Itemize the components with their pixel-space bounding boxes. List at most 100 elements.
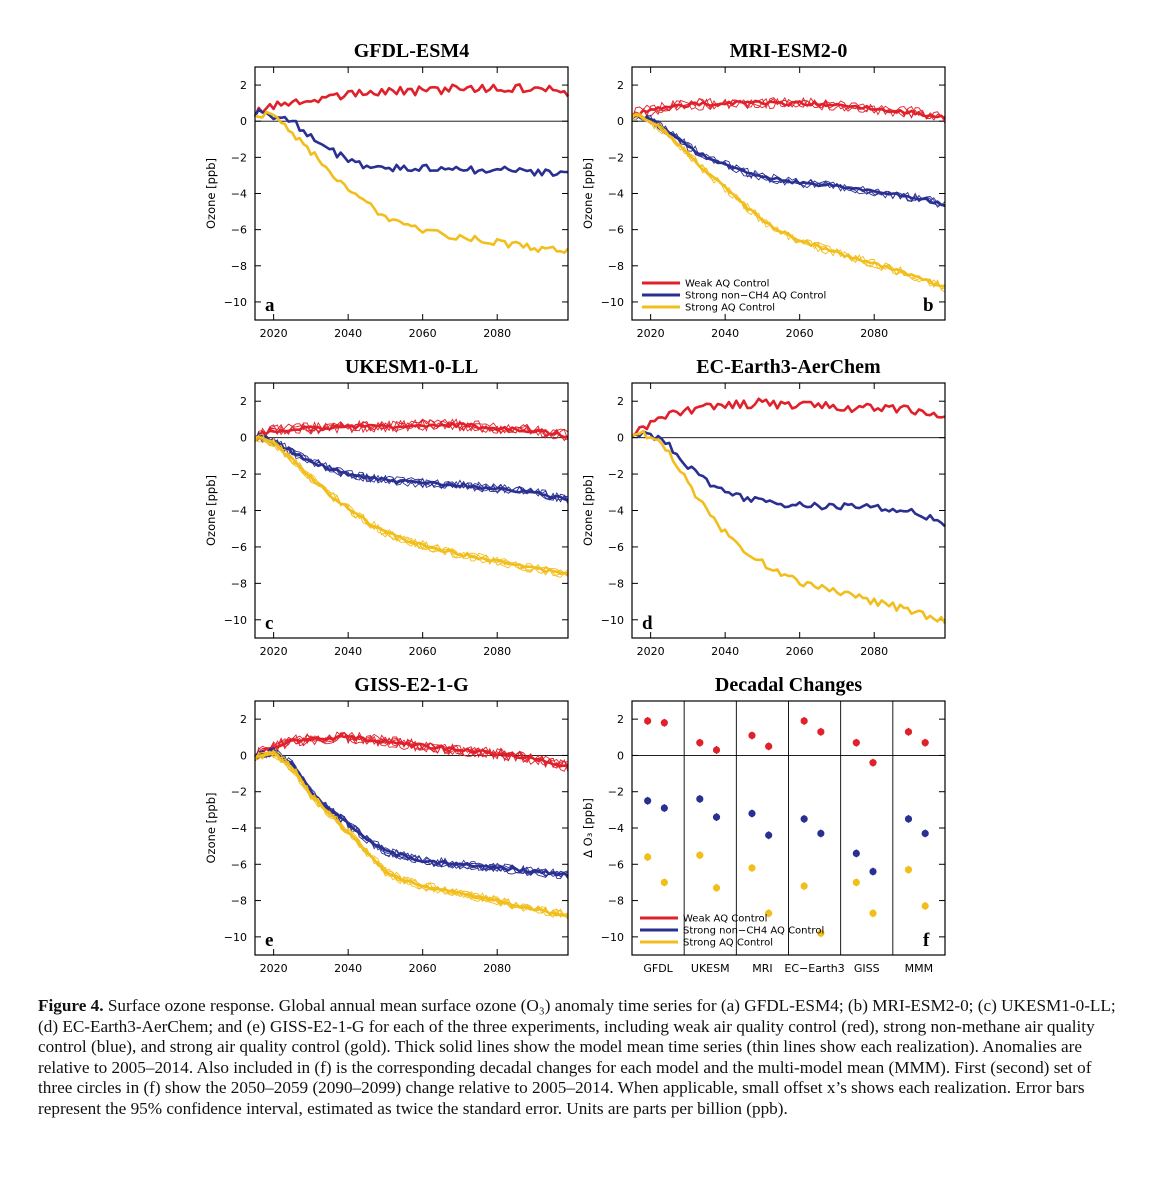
panel-letter: b (923, 295, 934, 316)
data-point-weak (869, 759, 877, 767)
series-line-realization-strong (631, 112, 946, 291)
data-point-strong_non_ch4 (712, 813, 721, 821)
data-point-strong (765, 909, 773, 917)
panel-letter: c (265, 613, 273, 634)
panel-c: UKESM1-0-LL Ozone [ppb] 2 0 −2 −4 −6 −8 −10 2020 2… (204, 356, 569, 658)
data-point-strong_non_ch4 (869, 867, 877, 876)
y-tick-label: 2 (617, 79, 624, 92)
x-tick-label: 2060 (409, 645, 437, 658)
plot-frame (254, 382, 569, 639)
y-tick-label: −6 (608, 858, 624, 871)
legend-label-strong: Strong AQ Control (683, 938, 773, 949)
y-tick-label: −8 (231, 577, 247, 590)
series-line-strong (254, 435, 569, 577)
data-point-strong (904, 866, 913, 874)
data-point-strong (696, 851, 704, 859)
x-tick-label: 2080 (483, 962, 511, 975)
x-tick-label: 2060 (786, 327, 814, 340)
data-point-strong (748, 864, 756, 872)
data-point-strong_non_ch4 (800, 815, 808, 823)
y-tick-label: 0 (240, 115, 247, 128)
y-tick-label: −6 (608, 541, 624, 554)
y-tick-label: −4 (231, 188, 247, 201)
y-tick-label: −2 (231, 468, 247, 481)
series-line-strong_non_ch4 (254, 748, 569, 877)
x-tick-label: MRI (752, 962, 772, 975)
y-tick-label: −10 (601, 614, 624, 627)
y-tick-label: 2 (240, 395, 247, 408)
panel-letter: a (265, 295, 275, 316)
data-point-weak (765, 742, 773, 750)
y-tick-label: −2 (231, 151, 247, 164)
data-point-weak (800, 717, 808, 725)
series-line-strong_non_ch4 (253, 108, 569, 177)
x-tick-label: 2020 (260, 962, 288, 975)
series-line-realization-weak (254, 731, 569, 769)
y-tick-label: −8 (608, 260, 624, 273)
panel-title: UKESM1-0-LL (345, 356, 478, 378)
data-point-weak (696, 739, 704, 747)
data-point-strong_non_ch4 (852, 849, 860, 858)
x-tick-label: 2020 (260, 327, 288, 340)
y-tick-label: −8 (608, 577, 624, 590)
y-tick-label: −2 (608, 468, 624, 481)
series-line-realization-strong_non_ch4 (631, 112, 946, 206)
series-line-realization-strong (631, 115, 946, 293)
x-tick-label: 2080 (483, 327, 511, 340)
panel-f: Decadal Changes Δ O₃ [ppb] 2 0 −2 −4 −6 −8 −10 GF… (581, 674, 946, 975)
y-axis-label: Ozone [ppb] (204, 792, 218, 863)
y-axis-label: Ozone [ppb] (204, 475, 218, 546)
series-line-realization-weak (631, 97, 946, 120)
data-point-weak (748, 731, 756, 740)
series-line-strong (631, 113, 946, 288)
legend-label-strong_non_ch4: Strong non−CH4 AQ Control (683, 926, 824, 937)
x-tick-label: 2060 (786, 645, 814, 658)
data-point-strong (644, 853, 652, 861)
series-line-strong_non_ch4 (631, 113, 946, 207)
y-tick-label: 2 (617, 395, 624, 408)
panel-e: GISS-E2-1-G Ozone [ppb] 2 0 −2 −4 −6 −8 −10 2020 2… (204, 674, 569, 975)
plot-frame (631, 700, 946, 956)
y-tick-label: −10 (224, 931, 247, 944)
y-tick-label: −8 (231, 895, 247, 908)
series-line-realization-weak (254, 731, 569, 769)
x-tick-label: 2080 (860, 327, 888, 340)
series-line-realization-strong (254, 749, 569, 920)
panel-d: EC-Earth3-AerChem Ozone [ppb] 2 0 −2 −4 −6 −8 −1… (581, 356, 947, 658)
data-point-strong_non_ch4 (748, 809, 756, 818)
y-tick-label: −6 (608, 224, 624, 237)
y-tick-label: −2 (231, 786, 247, 799)
x-tick-label: 2060 (409, 962, 437, 975)
data-point-strong (817, 929, 825, 937)
y-tick-label: 0 (617, 115, 624, 128)
y-tick-label: −10 (601, 296, 624, 309)
panel-a: GFDL-ESM4 Ozone [ppb] 2 0 −2 −4 −6 −8 −10 2020 204… (204, 40, 570, 340)
y-axis-label: Δ O₃ [ppb] (581, 798, 595, 858)
series-line-weak (631, 397, 946, 438)
series-line-realization-strong_non_ch4 (631, 115, 946, 206)
data-point-strong_non_ch4 (921, 829, 929, 838)
series-line-weak (254, 421, 569, 439)
series-line-weak (253, 734, 569, 768)
y-tick-label: −6 (231, 224, 247, 237)
x-tick-label: 2020 (260, 645, 288, 658)
data-point-strong (869, 909, 877, 917)
data-point-weak (660, 719, 668, 727)
series-line-strong_non_ch4 (254, 435, 569, 502)
panel-title: MRI-ESM2-0 (730, 40, 848, 62)
data-point-strong (852, 878, 860, 887)
y-tick-label: 0 (617, 432, 624, 445)
x-tick-label: MMM (905, 962, 933, 975)
data-point-weak (852, 739, 860, 747)
series-line-weak (253, 83, 570, 118)
y-tick-label: −10 (224, 614, 247, 627)
y-tick-label: −10 (224, 296, 247, 309)
legend-label-weak: Weak AQ Control (685, 279, 769, 290)
y-tick-label: −4 (231, 505, 247, 518)
y-tick-label: −2 (608, 151, 624, 164)
series-line-realization-strong (254, 439, 569, 577)
plot-frame (631, 382, 946, 639)
legend-label-strong_non_ch4: Strong non−CH4 AQ Control (685, 291, 826, 302)
